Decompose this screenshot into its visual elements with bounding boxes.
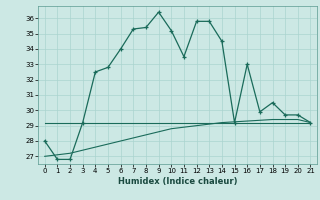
X-axis label: Humidex (Indice chaleur): Humidex (Indice chaleur) bbox=[118, 177, 237, 186]
